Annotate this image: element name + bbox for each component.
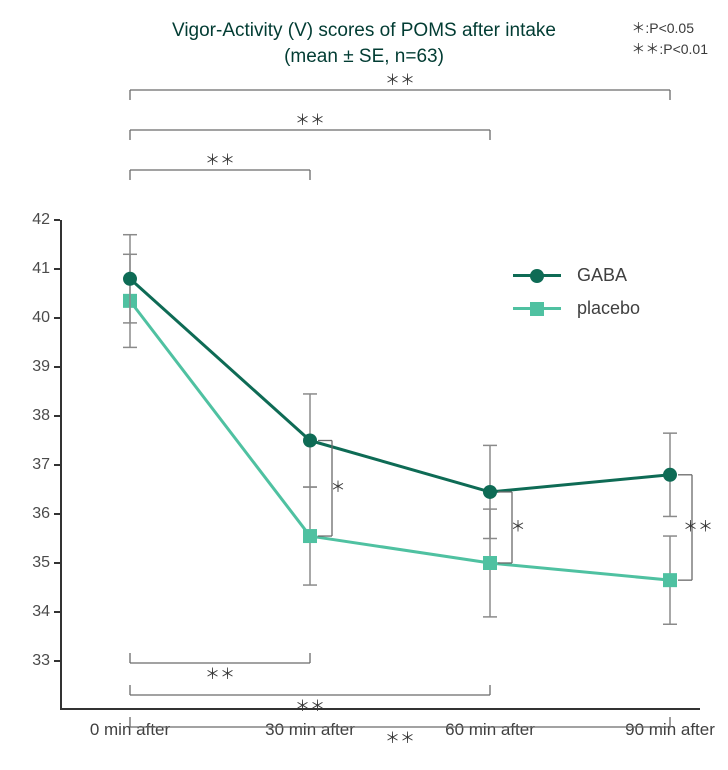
legend-line-placebo (513, 307, 561, 310)
y-tick-label: 39 (32, 358, 50, 376)
svg-text:＊: ＊ (330, 479, 345, 496)
y-tick-label: 34 (32, 603, 50, 621)
y-tick (54, 660, 60, 662)
legend-marker-circle-icon (530, 269, 544, 283)
legend-label-gaba: GABA (577, 265, 627, 286)
x-tick-label: 60 min after (445, 720, 535, 740)
y-tick-label: 42 (32, 211, 50, 229)
legend-row-gaba: GABA (513, 265, 640, 286)
y-tick (54, 513, 60, 515)
title-line2: (mean ± SE, n=63) (284, 46, 444, 67)
x-tick-label: 90 min after (625, 720, 715, 740)
legend-row-placebo: placebo (513, 298, 640, 319)
y-tick (54, 415, 60, 417)
y-axis (60, 220, 62, 710)
significance-legend: ＊:P<0.05 ＊＊:P<0.01 (631, 18, 708, 60)
chart-container: Vigor-Activity (V) scores of POMS after … (0, 0, 728, 770)
chart-title: Vigor-Activity (V) scores of POMS after … (0, 18, 728, 69)
svg-text:＊＊: ＊＊ (205, 152, 235, 169)
svg-text:＊＊: ＊＊ (295, 112, 325, 129)
legend-marker-square-icon (530, 302, 544, 316)
y-tick-label: 37 (32, 456, 50, 474)
legend: GABA placebo (513, 265, 640, 331)
sig-legend-1: ＊:P<0.05 (631, 18, 708, 39)
svg-text:＊＊: ＊＊ (683, 518, 713, 535)
y-tick (54, 611, 60, 613)
y-tick-label: 40 (32, 309, 50, 327)
legend-label-placebo: placebo (577, 298, 640, 319)
y-tick (54, 268, 60, 270)
y-tick (54, 562, 60, 564)
title-line1: Vigor-Activity (V) scores of POMS after … (172, 20, 556, 41)
x-tick-label: 0 min after (90, 720, 170, 740)
y-tick (54, 366, 60, 368)
y-tick-label: 41 (32, 260, 50, 278)
svg-text:＊＊: ＊＊ (385, 72, 415, 89)
y-tick (54, 219, 60, 221)
plot-area: 33343536373839404142 0 min after30 min a… (60, 220, 700, 710)
y-tick-label: 35 (32, 554, 50, 572)
x-axis (60, 708, 700, 710)
y-tick (54, 317, 60, 319)
svg-text:＊＊: ＊＊ (385, 730, 415, 747)
y-tick-label: 33 (32, 652, 50, 670)
y-tick (54, 464, 60, 466)
y-tick-label: 38 (32, 407, 50, 425)
y-tick-label: 36 (32, 505, 50, 523)
legend-line-gaba (513, 274, 561, 277)
svg-text:＊: ＊ (510, 518, 525, 535)
sig-legend-2: ＊＊:P<0.01 (631, 39, 708, 60)
x-tick-label: 30 min after (265, 720, 355, 740)
